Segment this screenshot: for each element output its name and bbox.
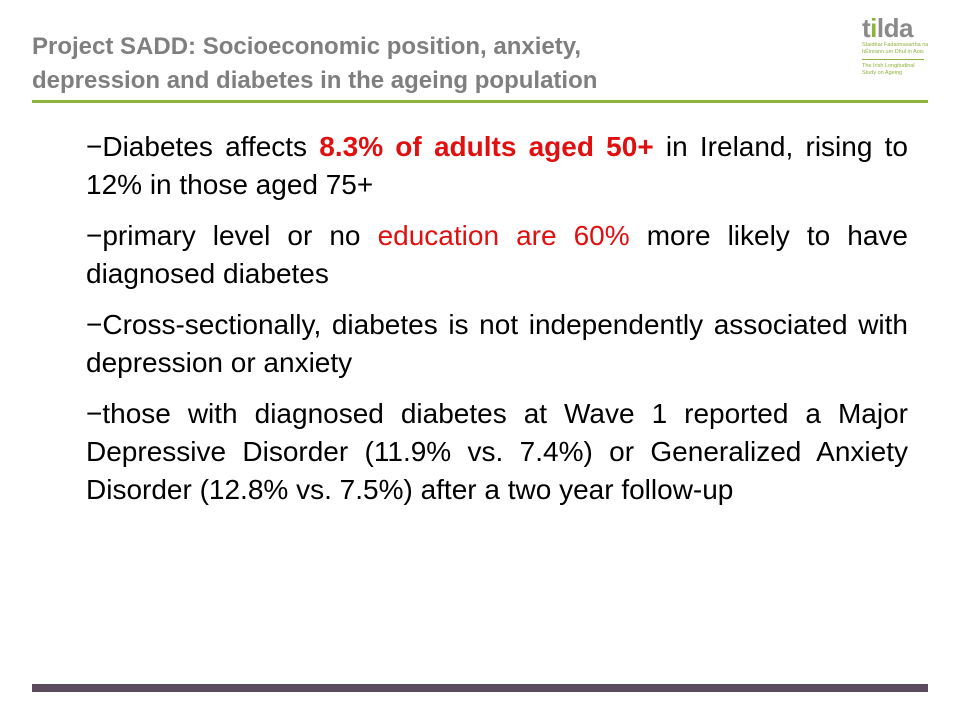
logo-tagline-english: The Irish Longitudinal Study on Ageing bbox=[862, 63, 915, 76]
footer-bar bbox=[32, 684, 928, 692]
logo-wordmark-i: i bbox=[870, 13, 877, 43]
logo-wordmark-t: t bbox=[862, 13, 871, 43]
logo-wordmark-lda: lda bbox=[876, 13, 914, 43]
bullet-text: −Diabetes affects bbox=[86, 131, 320, 162]
bullet-item-follow-up: −those with diagnosed diabetes at Wave 1… bbox=[86, 398, 908, 505]
bullet-item-cross-sectional: −Cross-sectionally, diabetes is not inde… bbox=[86, 309, 908, 378]
slide-title: Project SADD: Socioeconomic position, an… bbox=[32, 30, 832, 98]
bullet-text: −primary level or no bbox=[86, 220, 378, 251]
slide-title-line-2: depression and diabetes in the ageing po… bbox=[32, 67, 598, 94]
logo-wordmark: tilda bbox=[862, 14, 930, 42]
bullet-text: in Ireland, rising to 12% in those aged … bbox=[86, 131, 908, 200]
bullet-text: more likely to have diagnosed diabetes bbox=[86, 220, 909, 289]
logo-divider bbox=[862, 59, 924, 60]
bullet-highlight: 8.3% of adults aged 50+ bbox=[319, 131, 654, 162]
bullet-item-education: −primary level or no education are 60% m… bbox=[86, 217, 908, 293]
bullet-highlight: education are 60% bbox=[377, 220, 630, 251]
logo-tagline-irish: Staidéar Fadaimseartha na hÉireann um Dh… bbox=[862, 42, 929, 55]
slide-title-line-1: Project SADD: Socioeconomic position, an… bbox=[32, 33, 581, 60]
tilda-logo: tilda Staidéar Fadaimseartha na hÉireann… bbox=[862, 14, 930, 104]
title-underline bbox=[32, 100, 928, 103]
bullet-item-diabetes-prevalence: −Diabetes affects 8.3% of adults aged 50… bbox=[86, 128, 908, 204]
bullet-list: −Diabetes affects 8.3% of adults aged 50… bbox=[86, 128, 908, 522]
